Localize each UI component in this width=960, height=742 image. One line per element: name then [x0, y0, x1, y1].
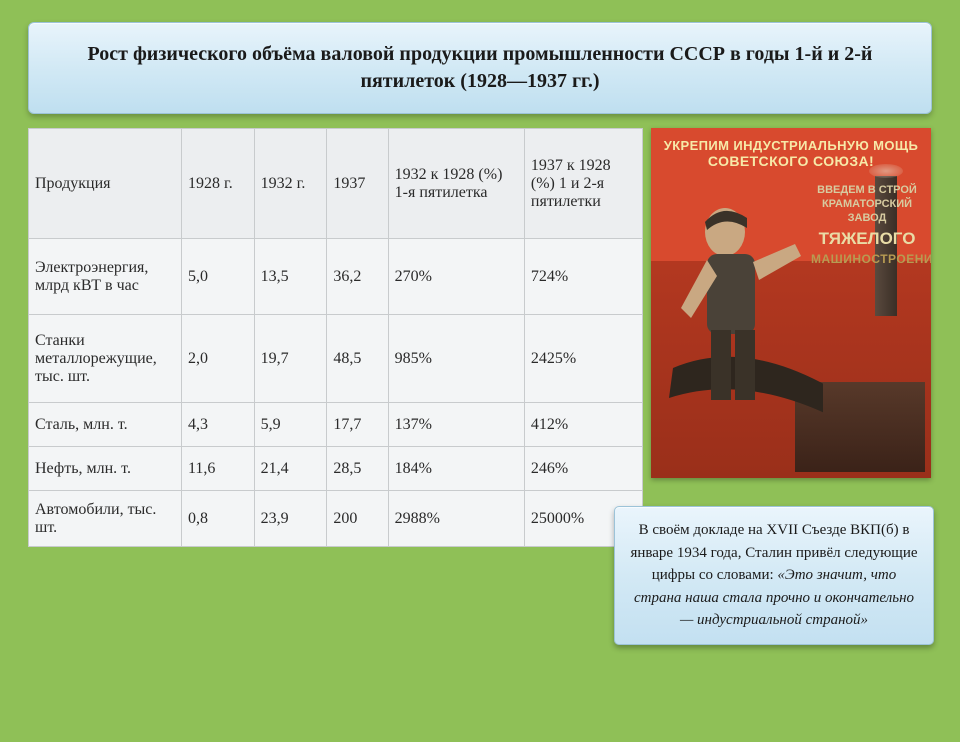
poster-line: УКРЕПИМ ИНДУСТРИАЛЬНУЮ МОЩЬ — [651, 138, 931, 153]
poster-side-line: МАШИНОСТРОЕНИЯ — [811, 252, 923, 267]
cell: 724% — [524, 239, 642, 315]
cell: 2425% — [524, 315, 642, 403]
cell: 28,5 — [327, 447, 388, 491]
content-row: Продукция 1928 г. 1932 г. 1937 1932 к 19… — [0, 128, 960, 547]
cell: 13,5 — [254, 239, 327, 315]
cell: 4,3 — [182, 403, 255, 447]
cell: 23,9 — [254, 491, 327, 547]
cell: 19,7 — [254, 315, 327, 403]
poster-headline: УКРЕПИМ ИНДУСТРИАЛЬНУЮ МОЩЬ СОВЕТСКОГО С… — [651, 138, 931, 169]
cell: 11,6 — [182, 447, 255, 491]
cell: Автомобили, тыс. шт. — [29, 491, 182, 547]
title-panel: Рост физического объёма валовой продукци… — [28, 22, 932, 114]
poster-side-line: ТЯЖЕЛОГО — [811, 228, 923, 249]
cell: 0,8 — [182, 491, 255, 547]
poster-side-text: ВВЕДЕМ В СТРОЙ КРАМАТОРСКИЙ ЗАВОД ТЯЖЕЛО… — [811, 184, 923, 267]
page-title: Рост физического объёма валовой продукци… — [59, 41, 901, 95]
poster-side-line: ВВЕДЕМ В СТРОЙ — [811, 184, 923, 198]
cell: Станки металлорежущие, тыс. шт. — [29, 315, 182, 403]
cell: 17,7 — [327, 403, 388, 447]
cell: 5,9 — [254, 403, 327, 447]
col-header: 1932 г. — [254, 129, 327, 239]
poster-side-line: ЗАВОД — [811, 212, 923, 226]
cell: 2988% — [388, 491, 524, 547]
cell: 2,0 — [182, 315, 255, 403]
table-row: Электроэнергия, млрд кВТ в час 5,0 13,5 … — [29, 239, 643, 315]
propaganda-poster: УКРЕПИМ ИНДУСТРИАЛЬНУЮ МОЩЬ СОВЕТСКОГО С… — [651, 128, 931, 478]
production-table: Продукция 1928 г. 1932 г. 1937 1932 к 19… — [28, 128, 643, 547]
poster-line: СОВЕТСКОГО СОЮЗА! — [651, 153, 931, 169]
cell: 412% — [524, 403, 642, 447]
cell: 36,2 — [327, 239, 388, 315]
cell: 985% — [388, 315, 524, 403]
cell: 5,0 — [182, 239, 255, 315]
poster-column: УКРЕПИМ ИНДУСТРИАЛЬНУЮ МОЩЬ СОВЕТСКОГО С… — [651, 128, 932, 547]
cell: 200 — [327, 491, 388, 547]
cell: 246% — [524, 447, 642, 491]
cell: Сталь, млн. т. — [29, 403, 182, 447]
cell: 184% — [388, 447, 524, 491]
col-header: 1932 к 1928 (%) 1-я пятилетка — [388, 129, 524, 239]
table-row: Сталь, млн. т. 4,3 5,9 17,7 137% 412% — [29, 403, 643, 447]
worker-icon — [663, 188, 823, 448]
col-header: 1937 к 1928 (%) 1 и 2-я пятилетки — [524, 129, 642, 239]
col-header: 1928 г. — [182, 129, 255, 239]
poster-side-line: КРАМАТОРСКИЙ — [811, 198, 923, 212]
col-header: 1937 — [327, 129, 388, 239]
table-row: Автомобили, тыс. шт. 0,8 23,9 200 2988% … — [29, 491, 643, 547]
table-container: Продукция 1928 г. 1932 г. 1937 1932 к 19… — [28, 128, 643, 547]
cell: 270% — [388, 239, 524, 315]
col-header: Продукция — [29, 129, 182, 239]
cell: 137% — [388, 403, 524, 447]
quote-panel: В своём докладе на XVII Съезде ВКП(б) в … — [614, 506, 934, 645]
table-row: Станки металлорежущие, тыс. шт. 2,0 19,7… — [29, 315, 643, 403]
cell: Электроэнергия, млрд кВТ в час — [29, 239, 182, 315]
table-row: Нефть, млн. т. 11,6 21,4 28,5 184% 246% — [29, 447, 643, 491]
table-header-row: Продукция 1928 г. 1932 г. 1937 1932 к 19… — [29, 129, 643, 239]
cell: 48,5 — [327, 315, 388, 403]
cell: Нефть, млн. т. — [29, 447, 182, 491]
cell: 21,4 — [254, 447, 327, 491]
